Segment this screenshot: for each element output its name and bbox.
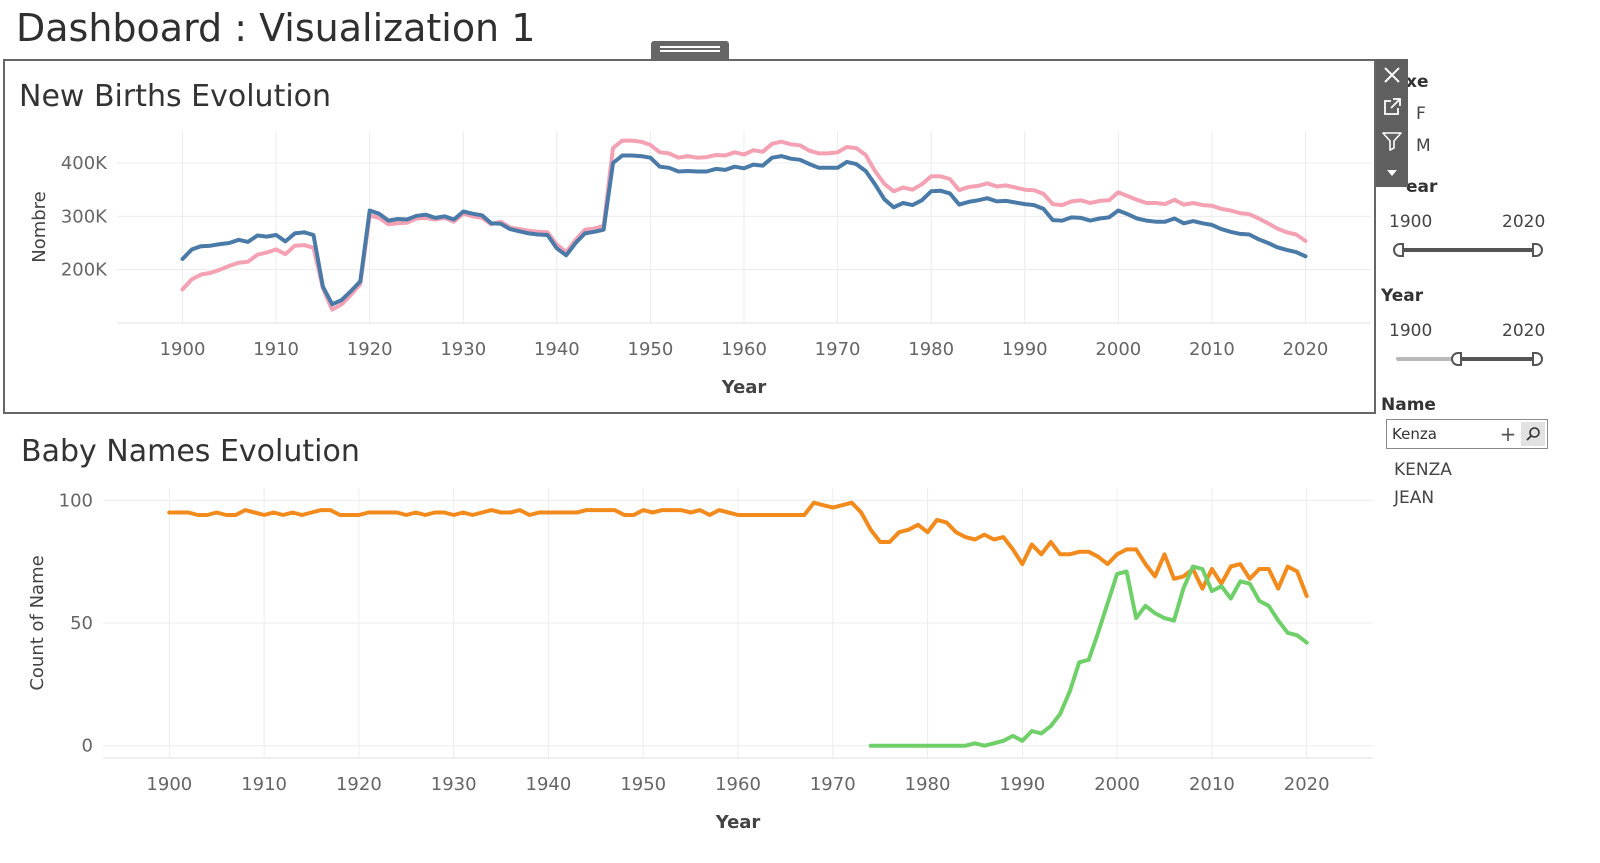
year2-slider-min-handle[interactable] [1450, 352, 1462, 366]
series-line-jean[interactable] [167, 500, 1309, 598]
filters-panel: xe F M ear 1900 2020 Year 1900 2020 Name… [1380, 60, 1600, 540]
year-slider-min-handle[interactable] [1393, 243, 1404, 257]
y-axis-title: Count of Name [27, 555, 48, 690]
year2-filter-min: 1900 [1389, 321, 1433, 341]
baby-names-chart-container[interactable]: Baby Names Evolution 1900 1910 1920 1930 194… [3, 420, 1376, 840]
x-tick-label: 1990 [999, 774, 1045, 795]
baby-names-chart: 1900 1910 1920 1930 1940 1950 1960 1970 1980 1990… [27, 488, 1373, 833]
x-tick-label: 1970 [815, 339, 861, 360]
new-births-chart-container[interactable]: New Births Evolution 1900 1910 1920 1930 194… [3, 59, 1376, 414]
name-value-jean[interactable]: JEAN [1394, 488, 1435, 508]
x-tick-label: 2000 [1094, 774, 1140, 795]
y-axis-title: Nombre [29, 191, 50, 263]
x-tick-label: 2010 [1189, 339, 1235, 360]
year2-slider-fill [1453, 357, 1540, 361]
x-tick-label: 1960 [715, 774, 761, 795]
x-tick-label: 1900 [146, 774, 192, 795]
x-tick-label: 1960 [721, 339, 767, 360]
x-tick-label: 1970 [810, 774, 856, 795]
sex-option-f[interactable]: F [1416, 104, 1426, 124]
x-tick-label: 1980 [905, 774, 951, 795]
x-tick-label: 1910 [253, 339, 299, 360]
y-tick-label: 50 [70, 613, 93, 634]
filter-icon[interactable] [1380, 129, 1404, 153]
name-search-input[interactable] [1392, 424, 1496, 444]
x-tick-label: 1910 [241, 774, 287, 795]
y-tick-label: 0 [82, 736, 93, 757]
year-filter-max: 2020 [1502, 212, 1546, 232]
x-tick-label: 1920 [347, 339, 393, 360]
x-tick-label: 1950 [628, 339, 674, 360]
x-tick-label: 1980 [908, 339, 954, 360]
x-axis-title: Year [715, 812, 761, 833]
dropdown-arrow-icon[interactable] [1380, 161, 1404, 185]
x-tick-label: 1930 [431, 774, 477, 795]
series-line-m[interactable] [180, 153, 1308, 307]
series-line-kenza[interactable] [868, 564, 1309, 748]
x-tick-label: 2000 [1095, 339, 1141, 360]
x-tick-label: 1940 [526, 774, 572, 795]
year-filter-label: ear [1406, 177, 1438, 197]
y-tick-label: 100 [59, 490, 93, 511]
worksheet-toolbar [1376, 59, 1408, 187]
name-filter-label: Name [1381, 395, 1436, 415]
popout-icon[interactable] [1380, 95, 1404, 119]
name-search-box: + [1386, 419, 1548, 449]
year-filter-min: 1900 [1389, 212, 1433, 232]
y-tick-label: 300K [61, 206, 108, 227]
x-tick-label: 2020 [1284, 774, 1330, 795]
year2-filter-label: Year [1381, 286, 1424, 306]
search-icon[interactable] [1521, 422, 1545, 446]
sex-option-m[interactable]: M [1416, 136, 1431, 156]
close-icon[interactable] [1380, 63, 1404, 87]
x-axis-title: Year [721, 377, 767, 398]
x-tick-label: 1900 [160, 339, 206, 360]
x-tick-label: 1940 [534, 339, 580, 360]
year2-filter-max: 2020 [1502, 321, 1546, 341]
plus-icon[interactable]: + [1499, 422, 1517, 446]
x-tick-label: 2010 [1189, 774, 1235, 795]
y-tick-label: 400K [61, 153, 108, 174]
drag-handle[interactable] [651, 41, 729, 59]
year-slider-max-handle[interactable] [1532, 243, 1543, 257]
baby-names-chart-title: Baby Names Evolution [21, 434, 360, 469]
dashboard-title: Dashboard : Visualization 1 [16, 6, 536, 50]
sex-filter-label: xe [1406, 72, 1429, 92]
new-births-chart: 1900 1910 1920 1930 1940 1950 1960 1970 1980 1990… [29, 131, 1371, 398]
x-tick-label: 1950 [620, 774, 666, 795]
x-tick-label: 1990 [1002, 339, 1048, 360]
x-tick-label: 1930 [440, 339, 486, 360]
new-births-chart-title: New Births Evolution [19, 79, 332, 114]
year2-slider-max-handle[interactable] [1532, 352, 1543, 366]
name-value-kenza[interactable]: KENZA [1394, 460, 1452, 480]
x-tick-label: 2020 [1283, 339, 1329, 360]
y-tick-label: 200K [61, 260, 108, 281]
year-slider-fill [1396, 248, 1540, 252]
x-tick-label: 1920 [336, 774, 382, 795]
